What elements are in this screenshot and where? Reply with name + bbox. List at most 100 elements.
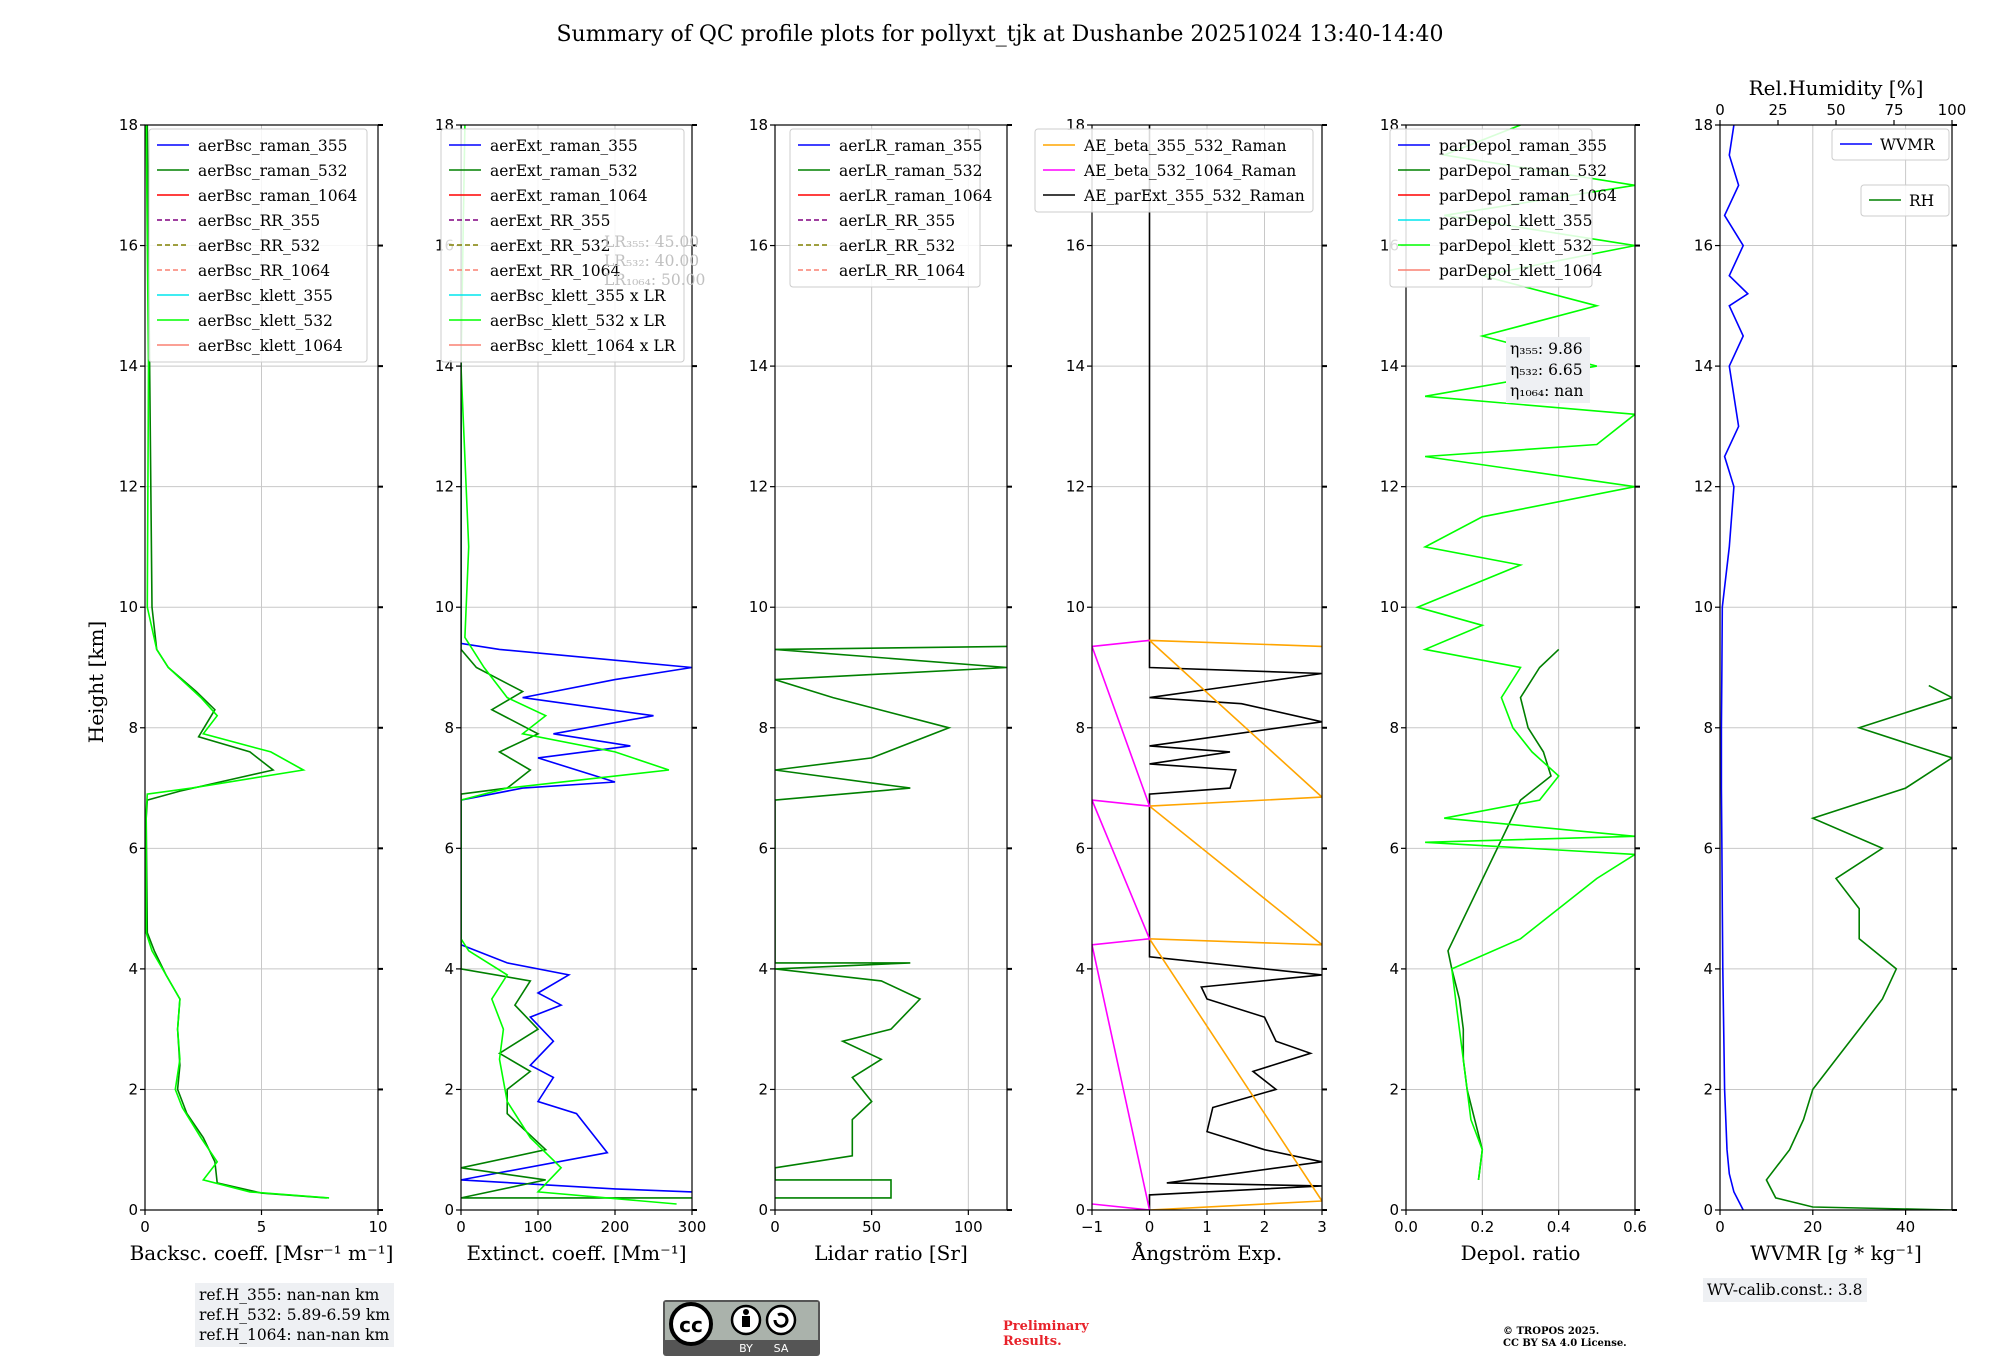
y-tick-label: 4 [1075, 960, 1085, 978]
y-tick-label: 0 [1389, 1201, 1399, 1219]
top-x-tick-label: 50 [1826, 101, 1845, 119]
ref-height-355: ref.H_355: nan-nan km [199, 1286, 380, 1304]
x-tick-label: 40 [1896, 1218, 1915, 1236]
y-tick-label: 0 [1075, 1201, 1085, 1219]
x-tick-label: 300 [678, 1218, 707, 1236]
legend-label-aerBsc_klett_1064 x LR: aerBsc_klett_1064 x LR [490, 337, 677, 355]
legend-label-AE_beta_355_532_Raman: AE_beta_355_532_Raman [1083, 137, 1286, 155]
x-tick-label: 50 [862, 1218, 881, 1236]
legend-label-aerLR_RR_1064: aerLR_RR_1064 [839, 262, 965, 280]
legend-label-aerExt_raman_532: aerExt_raman_532 [490, 162, 638, 180]
y-tick-label: 18 [749, 116, 768, 134]
y-tick-label: 16 [1066, 237, 1085, 255]
prelim-line-2: Results. [1003, 1334, 1062, 1349]
x-axis-label: Lidar ratio [Sr] [814, 1241, 968, 1265]
legend-label-aerLR_RR_532: aerLR_RR_532 [839, 237, 955, 255]
wv-calib-box: WV-calib.const.: 3.8 [1703, 1278, 1867, 1302]
legend-label-parDepol_klett_1064: parDepol_klett_1064 [1439, 262, 1602, 280]
legend-label-aerBsc_RR_532: aerBsc_RR_532 [198, 237, 320, 255]
y-tick-label: 10 [1066, 598, 1085, 616]
lidar-ratio-note: LR₁₀₆₄: 50.00 [604, 271, 705, 289]
legend-label-aerExt_RR_355: aerExt_RR_355 [490, 212, 611, 230]
x-axis-label: WVMR [g * kg⁻¹] [1750, 1241, 1922, 1265]
by-text: BY [739, 1342, 753, 1355]
legend-label-parDepol_raman_355: parDepol_raman_355 [1439, 137, 1607, 155]
x-tick-label: 100 [954, 1218, 983, 1236]
legend-label-parDepol_klett_532: parDepol_klett_532 [1439, 237, 1592, 255]
y-tick-label: 12 [435, 478, 454, 496]
top-x-tick-label: 25 [1768, 101, 1787, 119]
legend-box [1831, 128, 1950, 161]
top-x-tick-label: 0 [1715, 101, 1725, 119]
legend-label-aerBsc_klett_1064: aerBsc_klett_1064 [198, 337, 343, 355]
plot-frame [774, 124, 1008, 1211]
lidar-ratio-note: LR₃₅₅: 45.00 [604, 233, 699, 251]
legend-label-aerExt_raman_1064: aerExt_raman_1064 [490, 187, 648, 205]
legend-label-aerBsc_klett_355 x LR: aerBsc_klett_355 x LR [490, 287, 667, 305]
series-line-aerLR_raman_532 [775, 645, 1007, 1199]
y-axis-label: Height [km] [84, 621, 108, 743]
x-tick-label: 0 [1715, 1218, 1725, 1236]
y-tick-label: 14 [1694, 357, 1713, 375]
panel-extinction: 0246810121416180100200300Extinct. coeff.… [435, 116, 706, 1265]
eta-box [1506, 337, 1590, 403]
x-tick-label: −1 [1081, 1218, 1103, 1236]
x-tick-label: 5 [257, 1218, 267, 1236]
y-tick-label: 12 [749, 478, 768, 496]
series-line-aerExt_raman_532 [461, 125, 692, 1199]
y-tick-label: 14 [119, 357, 138, 375]
y-tick-label: 16 [749, 237, 768, 255]
legend-box [1034, 128, 1314, 213]
legend-label-aerBsc_klett_532: aerBsc_klett_532 [198, 312, 333, 330]
top-axis-label: Rel.Humidity [%] [1749, 76, 1924, 100]
y-tick-label: 0 [128, 1201, 138, 1219]
copyright-note: © TROPOS 2025. CC BY SA 4.0 License. [1503, 1326, 1627, 1350]
panel-lidar-ratio: 0 2 4 6 8 10 12 14 16 18 0 50 100 Lidar ratio [Sr] aer… [749, 116, 1012, 1265]
y-tick-label: 16 [119, 237, 138, 255]
legend-label-aerLR_raman_1064: aerLR_raman_1064 [839, 187, 992, 205]
series-line-aerBsc_klett_532 x LR [461, 125, 677, 1205]
y-tick-label: 10 [1694, 598, 1713, 616]
eta-note-line: η₅₃₂: 6.65 [1510, 361, 1583, 379]
legend-label-aerLR_raman_532: aerLR_raman_532 [839, 162, 982, 180]
copyright-line-2: CC BY SA 4.0 License. [1503, 1338, 1627, 1349]
y-tick-label: 0 [1703, 1201, 1713, 1219]
y-tick-label: 8 [758, 719, 768, 737]
y-tick-label: 14 [1380, 357, 1399, 375]
y-tick-label: 4 [1389, 960, 1399, 978]
y-tick-label: 4 [444, 960, 454, 978]
legend-box [1389, 128, 1593, 288]
y-tick-label: 10 [749, 598, 768, 616]
x-tick-label: 10 [368, 1218, 387, 1236]
x-tick-label: 0.2 [1470, 1218, 1494, 1236]
y-tick-label: 4 [128, 960, 138, 978]
ref-height-1064: ref.H_1064: nan-nan km [199, 1326, 390, 1344]
y-tick-label: 8 [128, 719, 138, 737]
y-tick-label: 2 [758, 1080, 768, 1098]
sa-text: SA [774, 1342, 789, 1355]
x-tick-label: 2 [1260, 1218, 1270, 1236]
y-tick-label: 6 [444, 839, 454, 857]
legend-box [148, 128, 368, 363]
x-tick-label: 3 [1317, 1218, 1327, 1236]
legend-label-aerBsc_raman_532: aerBsc_raman_532 [198, 162, 348, 180]
y-tick-label: 12 [1694, 478, 1713, 496]
legend-label-parDepol_klett_355: parDepol_klett_355 [1439, 212, 1592, 230]
y-tick-label: 6 [1389, 839, 1399, 857]
prelim-line-1: Preliminary [1003, 1319, 1089, 1334]
copyright-line-1: © TROPOS 2025. [1503, 1326, 1600, 1337]
y-tick-label: 10 [1380, 598, 1399, 616]
x-tick-label: 100 [524, 1218, 553, 1236]
series-line-parDepol_klett_532 [1415, 125, 1635, 1180]
legend-label-aerExt_raman_355: aerExt_raman_355 [490, 137, 638, 155]
x-tick-label: 0.4 [1547, 1218, 1571, 1236]
x-tick-label: 0.6 [1623, 1218, 1647, 1236]
legend-box [440, 128, 685, 363]
x-tick-label: 0 [770, 1218, 780, 1236]
y-tick-label: 12 [1380, 478, 1399, 496]
legend-label-parDepol_raman_532: parDepol_raman_532 [1439, 162, 1607, 180]
y-tick-label: 2 [1389, 1080, 1399, 1098]
y-tick-label: 8 [1389, 719, 1399, 737]
legend-label-aerExt_RR_1064: aerExt_RR_1064 [490, 262, 621, 280]
series-line-AE_beta_532_1064_Raman [1092, 639, 1151, 1210]
